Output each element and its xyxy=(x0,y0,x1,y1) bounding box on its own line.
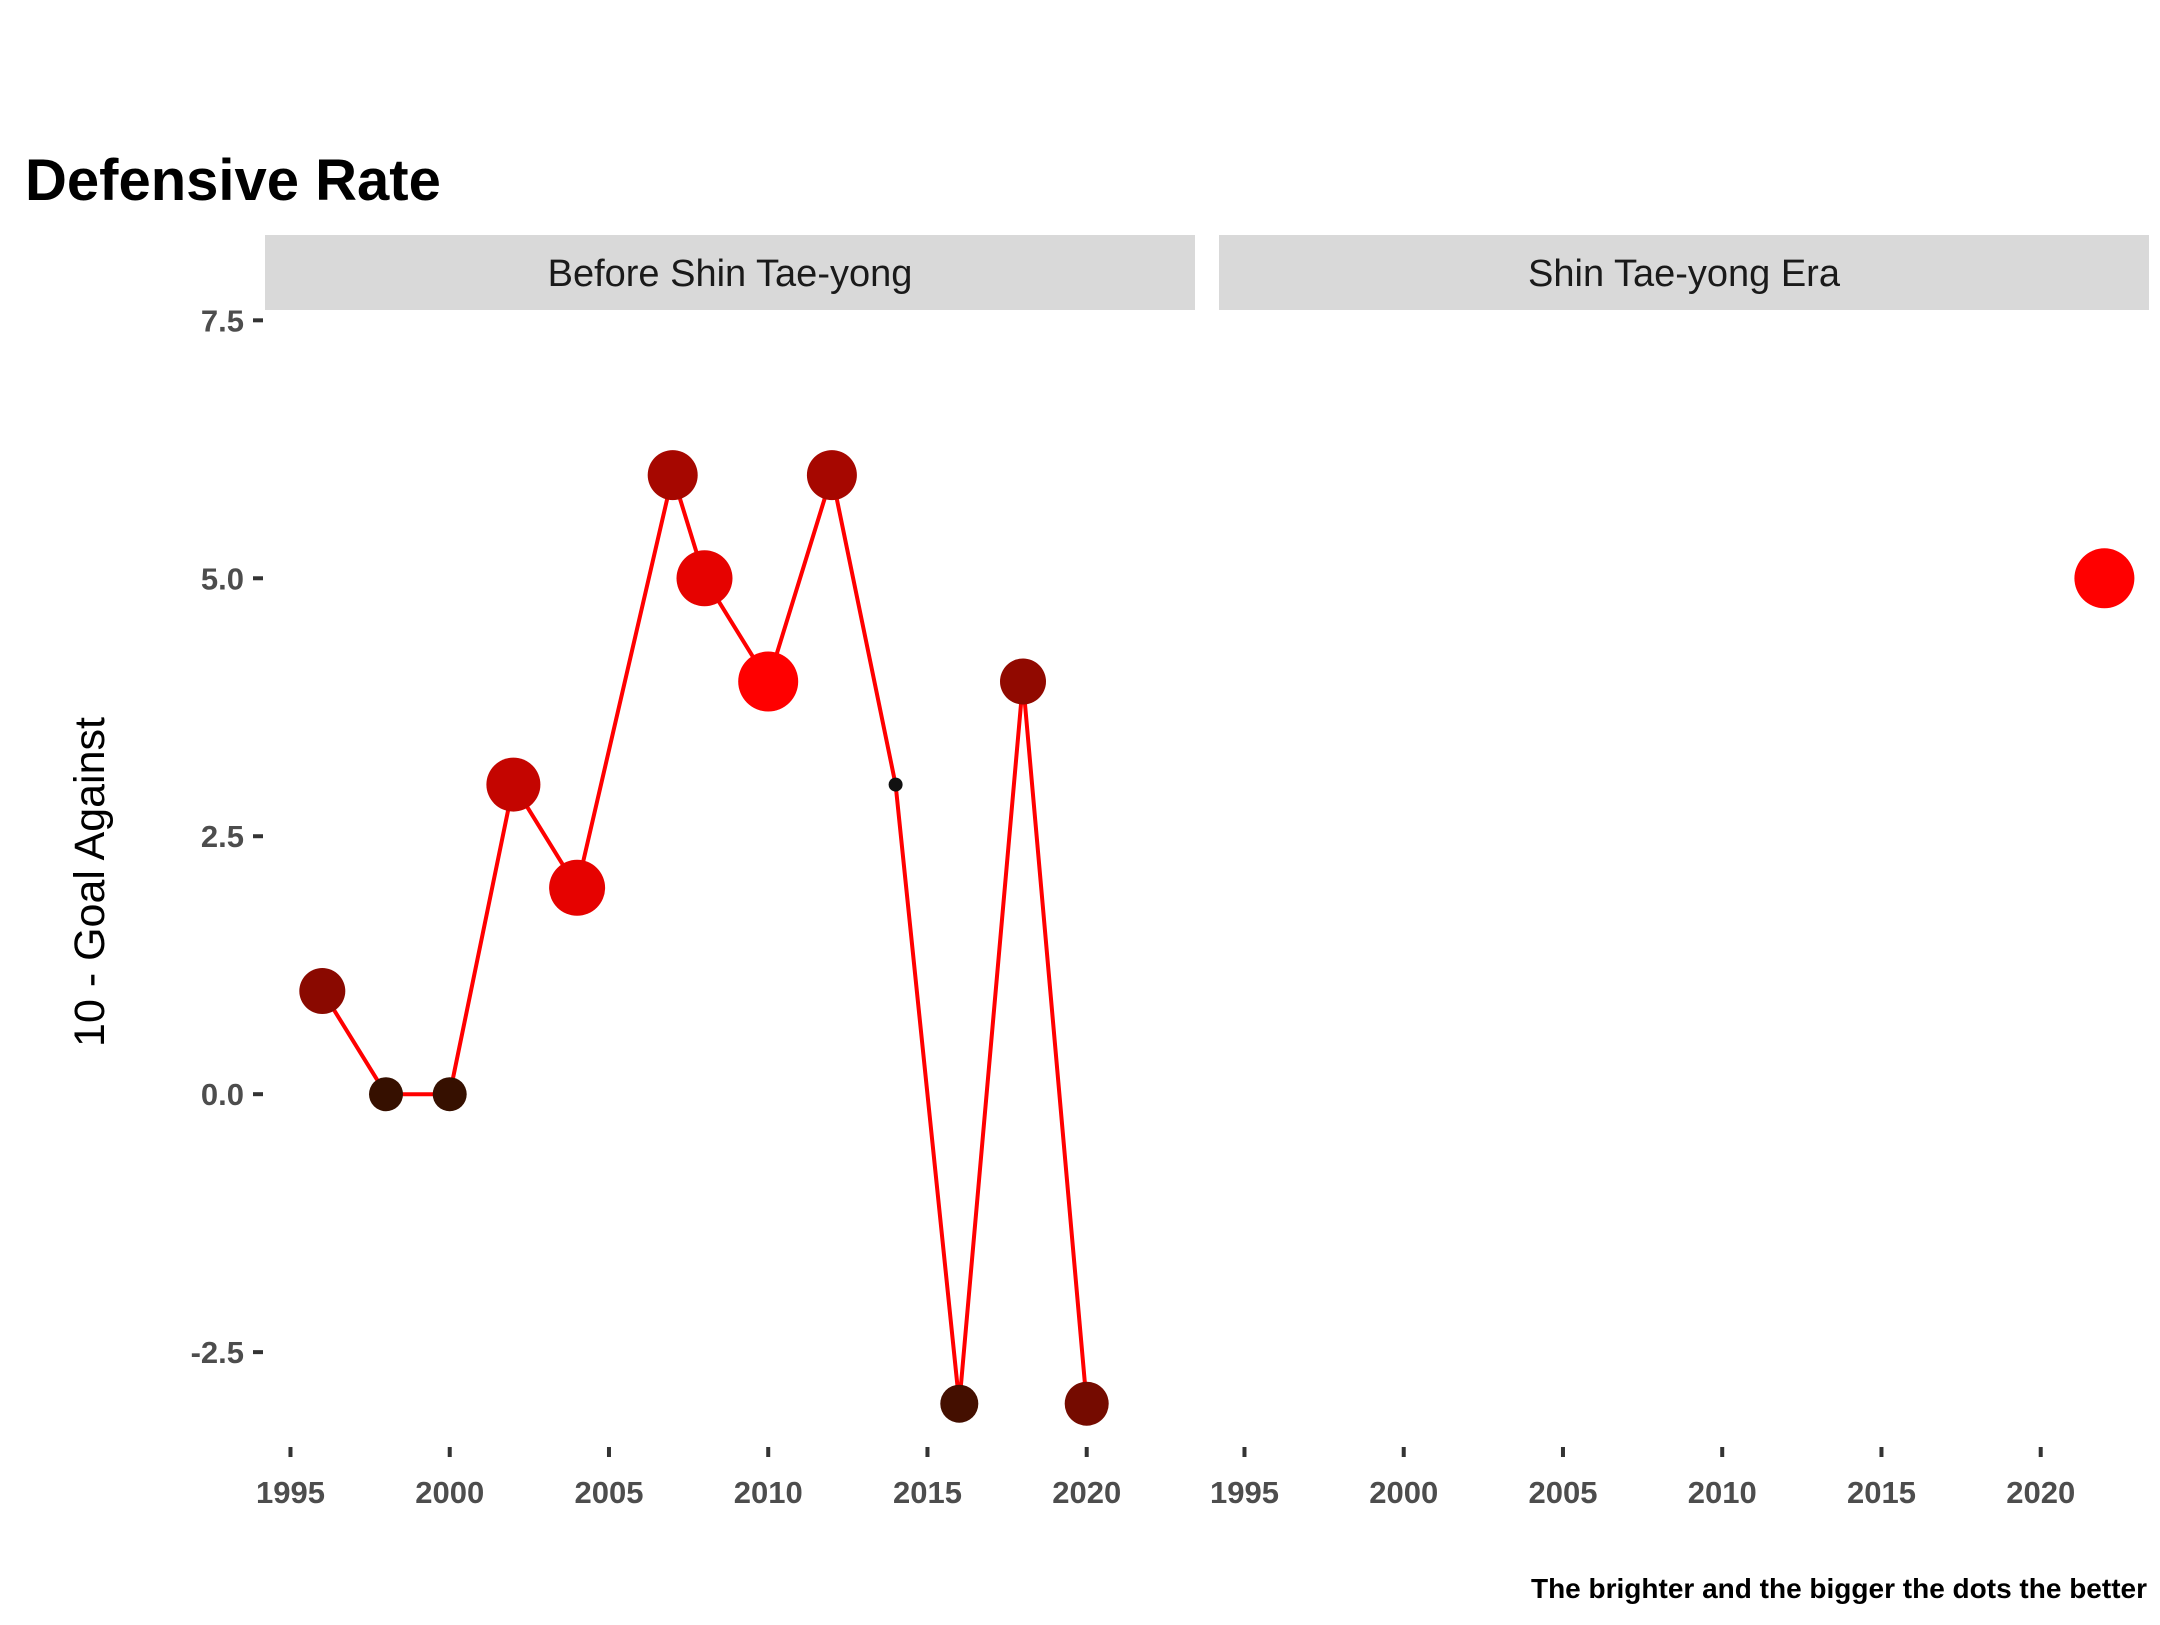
series-line-group xyxy=(320,473,1089,1406)
x-tick-label: 1995 xyxy=(1210,1475,1279,1510)
x-tick-label: 2000 xyxy=(1369,1475,1438,1510)
data-point xyxy=(806,450,857,501)
chart-caption: The brighter and the bigger the dots the… xyxy=(1531,1573,2147,1604)
y-tick-label: -2.5 xyxy=(191,1335,244,1370)
data-point xyxy=(486,757,541,812)
data-point xyxy=(888,777,903,792)
data-point xyxy=(432,1077,467,1112)
data-point xyxy=(676,550,733,607)
panel-before-shin-tae-yong: Before Shin Tae-yong 1995 2000 2005 2010 201… xyxy=(256,235,1195,1510)
data-point xyxy=(647,450,698,501)
series-line xyxy=(320,473,1089,1406)
y-axis-title: 10 - Goal Against xyxy=(66,717,114,1047)
x-axis-ticks: 1995 2000 2005 2010 2015 2020 xyxy=(1210,1447,2075,1510)
data-point xyxy=(1000,658,1046,705)
x-tick-label: 2015 xyxy=(893,1475,962,1510)
y-axis: -2.5 0.0 2.5 5.0 7.5 xyxy=(191,303,263,1370)
points-group xyxy=(299,450,1109,1426)
x-axis-ticks: 1995 2000 2005 2010 2015 2020 xyxy=(256,1447,1121,1510)
x-tick-label: 2010 xyxy=(734,1475,803,1510)
data-point xyxy=(2074,548,2135,609)
x-tick-label: 2020 xyxy=(2006,1475,2075,1510)
x-tick-label: 1995 xyxy=(256,1475,325,1510)
points-group xyxy=(2074,548,2135,609)
y-tick-label: 0.0 xyxy=(201,1077,244,1112)
chart-title: Defensive Rate xyxy=(25,148,441,213)
strip-label-era: Shin Tae-yong Era xyxy=(1528,253,1841,295)
x-tick-label: 2005 xyxy=(1528,1475,1597,1510)
data-point xyxy=(940,1384,979,1423)
y-tick-label: 7.5 xyxy=(201,303,244,338)
data-point xyxy=(369,1077,403,1112)
x-tick-label: 2000 xyxy=(415,1475,484,1510)
data-point xyxy=(299,968,346,1014)
y-tick-label: 5.0 xyxy=(201,561,244,596)
strip-background-before xyxy=(265,235,1195,310)
x-tick-label: 2005 xyxy=(574,1475,643,1510)
y-tick-label: 2.5 xyxy=(201,819,244,854)
data-point xyxy=(549,859,606,916)
data-point xyxy=(738,651,799,712)
data-point xyxy=(1064,1381,1109,1426)
x-tick-label: 2015 xyxy=(1847,1475,1916,1510)
x-tick-label: 2020 xyxy=(1052,1475,1121,1510)
panel-shin-tae-yong-era: Shin Tae-yong Era 1995 2000 2005 2010 2015 20… xyxy=(1210,235,2149,1510)
strip-label-before: Before Shin Tae-yong xyxy=(548,253,913,295)
strip-background-era xyxy=(1219,235,2149,310)
x-tick-label: 2010 xyxy=(1688,1475,1757,1510)
